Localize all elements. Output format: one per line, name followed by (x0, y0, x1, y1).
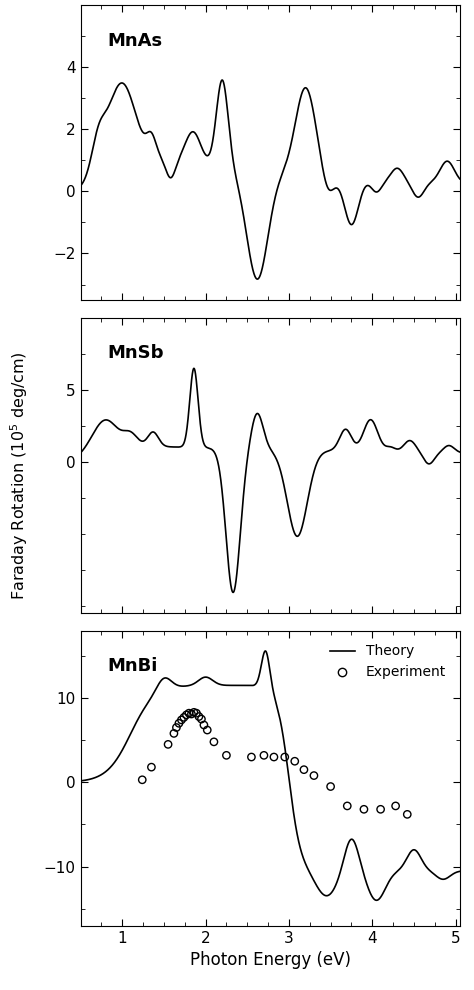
Point (210, 734, 218, 749)
Point (200, 717, 208, 733)
Legend: Theory, Experiment: Theory, Experiment (323, 638, 453, 686)
Point (223, 747, 230, 763)
Point (188, 706, 195, 722)
Point (164, 737, 172, 752)
Point (195, 709, 203, 725)
Point (260, 747, 268, 763)
Point (170, 726, 178, 742)
Point (192, 705, 200, 721)
Point (344, 798, 351, 814)
Point (138, 772, 146, 788)
Point (377, 801, 384, 817)
Point (300, 761, 308, 777)
Point (310, 767, 318, 783)
Point (392, 798, 400, 814)
Point (403, 807, 411, 823)
Point (185, 705, 193, 721)
Point (180, 710, 188, 726)
Point (178, 712, 185, 728)
Point (147, 759, 155, 775)
Point (281, 749, 289, 765)
Point (327, 778, 334, 794)
X-axis label: Photon Energy (eV): Photon Energy (eV) (190, 951, 351, 969)
Point (291, 753, 299, 769)
Point (175, 716, 182, 732)
Text: MnBi: MnBi (107, 657, 157, 675)
Point (173, 720, 180, 736)
Text: Faraday Rotation (10$^5$ deg/cm): Faraday Rotation (10$^5$ deg/cm) (8, 350, 30, 600)
Point (190, 705, 198, 721)
Point (270, 749, 278, 765)
Point (360, 801, 368, 817)
Point (198, 711, 205, 727)
Point (247, 749, 255, 765)
Point (203, 722, 211, 738)
Text: MnAs: MnAs (107, 32, 162, 50)
Text: MnSb: MnSb (107, 345, 164, 362)
Point (182, 707, 190, 723)
